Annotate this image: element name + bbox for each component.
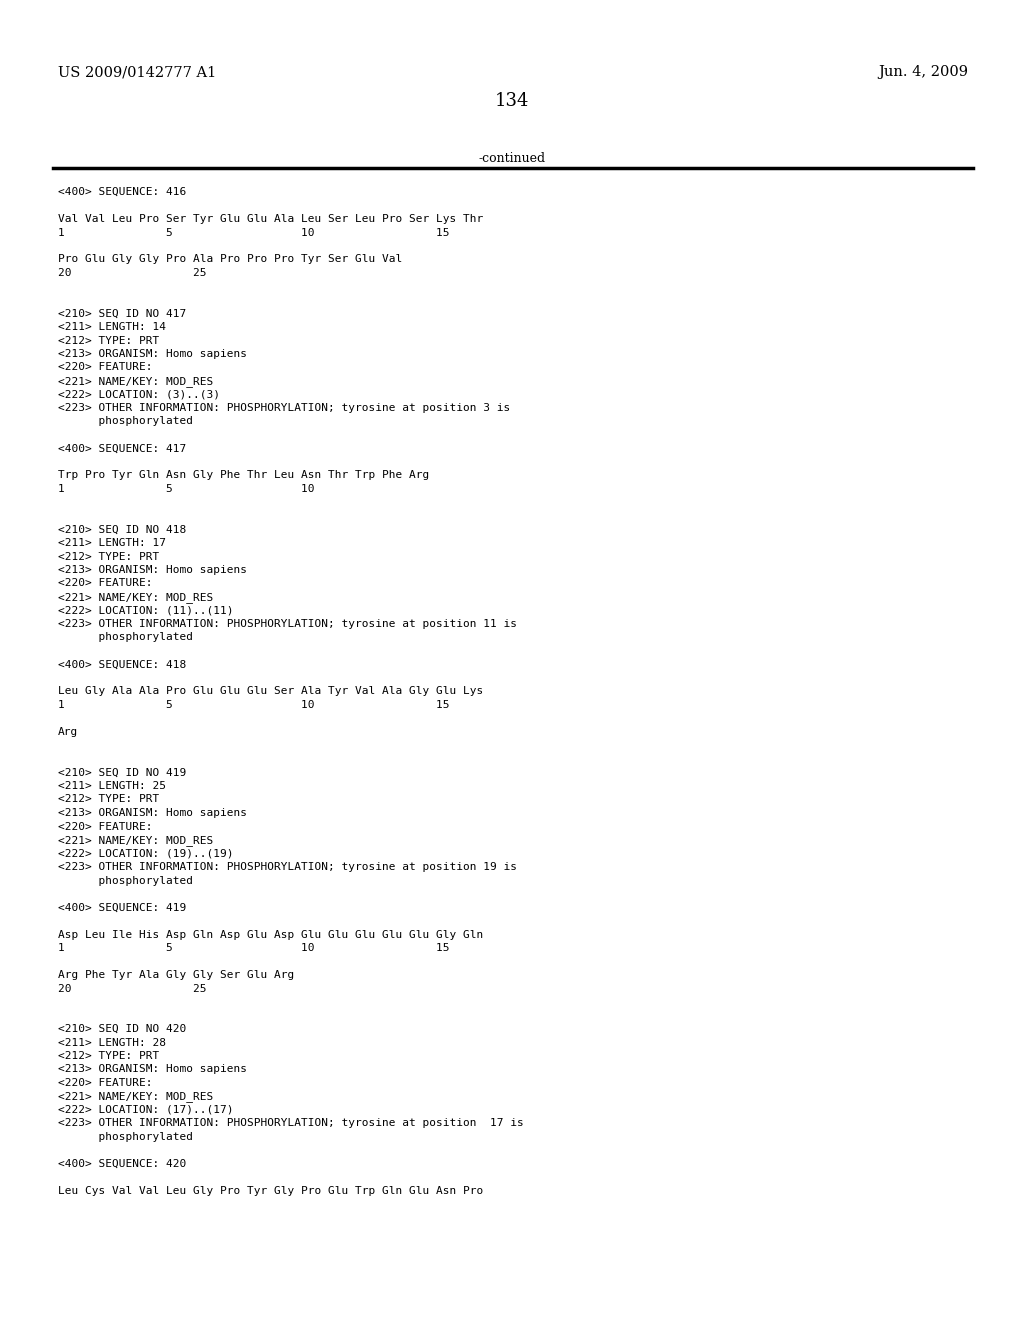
Text: 20                  25: 20 25 <box>58 983 207 994</box>
Text: <223> OTHER INFORMATION: PHOSPHORYLATION; tyrosine at position 3 is: <223> OTHER INFORMATION: PHOSPHORYLATION… <box>58 403 510 413</box>
Text: 1               5                   10                  15: 1 5 10 15 <box>58 942 450 953</box>
Text: <400> SEQUENCE: 418: <400> SEQUENCE: 418 <box>58 660 186 669</box>
Text: 1               5                   10                  15: 1 5 10 15 <box>58 700 450 710</box>
Text: <213> ORGANISM: Homo sapiens: <213> ORGANISM: Homo sapiens <box>58 1064 247 1074</box>
Text: 1               5                   10: 1 5 10 <box>58 484 314 494</box>
Text: <211> LENGTH: 28: <211> LENGTH: 28 <box>58 1038 166 1048</box>
Text: <400> SEQUENCE: 419: <400> SEQUENCE: 419 <box>58 903 186 912</box>
Text: Leu Cys Val Val Leu Gly Pro Tyr Gly Pro Glu Trp Gln Glu Asn Pro: Leu Cys Val Val Leu Gly Pro Tyr Gly Pro … <box>58 1185 483 1196</box>
Text: <213> ORGANISM: Homo sapiens: <213> ORGANISM: Homo sapiens <box>58 565 247 576</box>
Text: <210> SEQ ID NO 417: <210> SEQ ID NO 417 <box>58 309 186 318</box>
Text: <211> LENGTH: 25: <211> LENGTH: 25 <box>58 781 166 791</box>
Text: phosphorylated: phosphorylated <box>58 417 193 426</box>
Text: <223> OTHER INFORMATION: PHOSPHORYLATION; tyrosine at position 11 is: <223> OTHER INFORMATION: PHOSPHORYLATION… <box>58 619 517 630</box>
Text: Pro Glu Gly Gly Pro Ala Pro Pro Pro Tyr Ser Glu Val: Pro Glu Gly Gly Pro Ala Pro Pro Pro Tyr … <box>58 255 402 264</box>
Text: phosphorylated: phosphorylated <box>58 1133 193 1142</box>
Text: <222> LOCATION: (11)..(11): <222> LOCATION: (11)..(11) <box>58 606 233 615</box>
Text: <221> NAME/KEY: MOD_RES: <221> NAME/KEY: MOD_RES <box>58 591 213 603</box>
Text: <212> TYPE: PRT: <212> TYPE: PRT <box>58 1051 160 1061</box>
Text: <223> OTHER INFORMATION: PHOSPHORYLATION; tyrosine at position 19 is: <223> OTHER INFORMATION: PHOSPHORYLATION… <box>58 862 517 873</box>
Text: US 2009/0142777 A1: US 2009/0142777 A1 <box>58 65 216 79</box>
Text: 20                  25: 20 25 <box>58 268 207 279</box>
Text: phosphorylated: phosphorylated <box>58 875 193 886</box>
Text: <211> LENGTH: 14: <211> LENGTH: 14 <box>58 322 166 333</box>
Text: <220> FEATURE:: <220> FEATURE: <box>58 1078 153 1088</box>
Text: Leu Gly Ala Ala Pro Glu Glu Glu Ser Ala Tyr Val Ala Gly Glu Lys: Leu Gly Ala Ala Pro Glu Glu Glu Ser Ala … <box>58 686 483 697</box>
Text: <210> SEQ ID NO 419: <210> SEQ ID NO 419 <box>58 767 186 777</box>
Text: phosphorylated: phosphorylated <box>58 632 193 643</box>
Text: <221> NAME/KEY: MOD_RES: <221> NAME/KEY: MOD_RES <box>58 376 213 387</box>
Text: <221> NAME/KEY: MOD_RES: <221> NAME/KEY: MOD_RES <box>58 1092 213 1102</box>
Text: <222> LOCATION: (3)..(3): <222> LOCATION: (3)..(3) <box>58 389 220 400</box>
Text: <213> ORGANISM: Homo sapiens: <213> ORGANISM: Homo sapiens <box>58 808 247 818</box>
Text: <222> LOCATION: (19)..(19): <222> LOCATION: (19)..(19) <box>58 849 233 858</box>
Text: <223> OTHER INFORMATION: PHOSPHORYLATION; tyrosine at position  17 is: <223> OTHER INFORMATION: PHOSPHORYLATION… <box>58 1118 523 1129</box>
Text: Arg: Arg <box>58 727 78 737</box>
Text: <400> SEQUENCE: 417: <400> SEQUENCE: 417 <box>58 444 186 454</box>
Text: <220> FEATURE:: <220> FEATURE: <box>58 363 153 372</box>
Text: <212> TYPE: PRT: <212> TYPE: PRT <box>58 335 160 346</box>
Text: <212> TYPE: PRT: <212> TYPE: PRT <box>58 552 160 561</box>
Text: 1               5                   10                  15: 1 5 10 15 <box>58 227 450 238</box>
Text: <210> SEQ ID NO 420: <210> SEQ ID NO 420 <box>58 1024 186 1034</box>
Text: 134: 134 <box>495 92 529 110</box>
Text: Jun. 4, 2009: Jun. 4, 2009 <box>878 65 968 79</box>
Text: <212> TYPE: PRT: <212> TYPE: PRT <box>58 795 160 804</box>
Text: <221> NAME/KEY: MOD_RES: <221> NAME/KEY: MOD_RES <box>58 836 213 846</box>
Text: <220> FEATURE:: <220> FEATURE: <box>58 578 153 589</box>
Text: <400> SEQUENCE: 420: <400> SEQUENCE: 420 <box>58 1159 186 1170</box>
Text: Asp Leu Ile His Asp Gln Asp Glu Asp Glu Glu Glu Glu Glu Gly Gln: Asp Leu Ile His Asp Gln Asp Glu Asp Glu … <box>58 929 483 940</box>
Text: Trp Pro Tyr Gln Asn Gly Phe Thr Leu Asn Thr Trp Phe Arg: Trp Pro Tyr Gln Asn Gly Phe Thr Leu Asn … <box>58 470 429 480</box>
Text: <213> ORGANISM: Homo sapiens: <213> ORGANISM: Homo sapiens <box>58 348 247 359</box>
Text: -continued: -continued <box>478 152 546 165</box>
Text: <222> LOCATION: (17)..(17): <222> LOCATION: (17)..(17) <box>58 1105 233 1115</box>
Text: <210> SEQ ID NO 418: <210> SEQ ID NO 418 <box>58 524 186 535</box>
Text: <400> SEQUENCE: 416: <400> SEQUENCE: 416 <box>58 187 186 197</box>
Text: Val Val Leu Pro Ser Tyr Glu Glu Ala Leu Ser Leu Pro Ser Lys Thr: Val Val Leu Pro Ser Tyr Glu Glu Ala Leu … <box>58 214 483 224</box>
Text: <220> FEATURE:: <220> FEATURE: <box>58 821 153 832</box>
Text: <211> LENGTH: 17: <211> LENGTH: 17 <box>58 539 166 548</box>
Text: Arg Phe Tyr Ala Gly Gly Ser Glu Arg: Arg Phe Tyr Ala Gly Gly Ser Glu Arg <box>58 970 294 979</box>
